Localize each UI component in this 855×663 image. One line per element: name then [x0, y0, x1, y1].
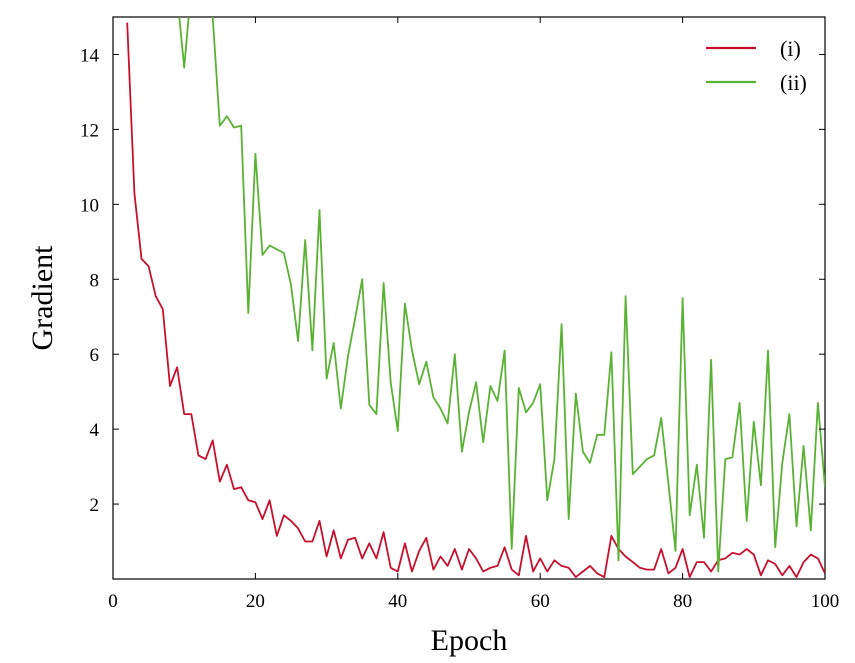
- x-tick-label: 0: [108, 591, 118, 612]
- series-layer: [126, 17, 825, 578]
- legend: (i) (ii): [706, 36, 807, 95]
- y-tick-label: 12: [80, 120, 99, 141]
- plot-frame: [112, 16, 826, 580]
- y-tick-label: 14: [80, 45, 100, 66]
- series-line-1: [126, 22, 825, 578]
- x-tick-label: 40: [388, 591, 407, 612]
- y-tick-label: 6: [90, 345, 100, 366]
- y-axis: 2 4 6 8 10 12 14: [80, 45, 825, 516]
- y-tick-label: 4: [90, 420, 100, 441]
- y-tick-label: 8: [90, 270, 100, 291]
- x-tick-label: 100: [811, 591, 840, 612]
- y-axis-title: Gradient: [26, 245, 59, 351]
- series-line-2: [178, 17, 825, 573]
- y-tick-label: 10: [80, 195, 99, 216]
- x-axis: 0 20 40 60 80 100: [108, 17, 839, 612]
- x-tick-label: 80: [673, 591, 692, 612]
- y-tick-label: 2: [90, 495, 100, 516]
- x-tick-label: 60: [531, 591, 550, 612]
- legend-label-2: (ii): [780, 70, 807, 95]
- legend-label-1: (i): [780, 36, 801, 61]
- x-tick-label: 20: [246, 591, 265, 612]
- x-axis-title: Epoch: [431, 624, 508, 657]
